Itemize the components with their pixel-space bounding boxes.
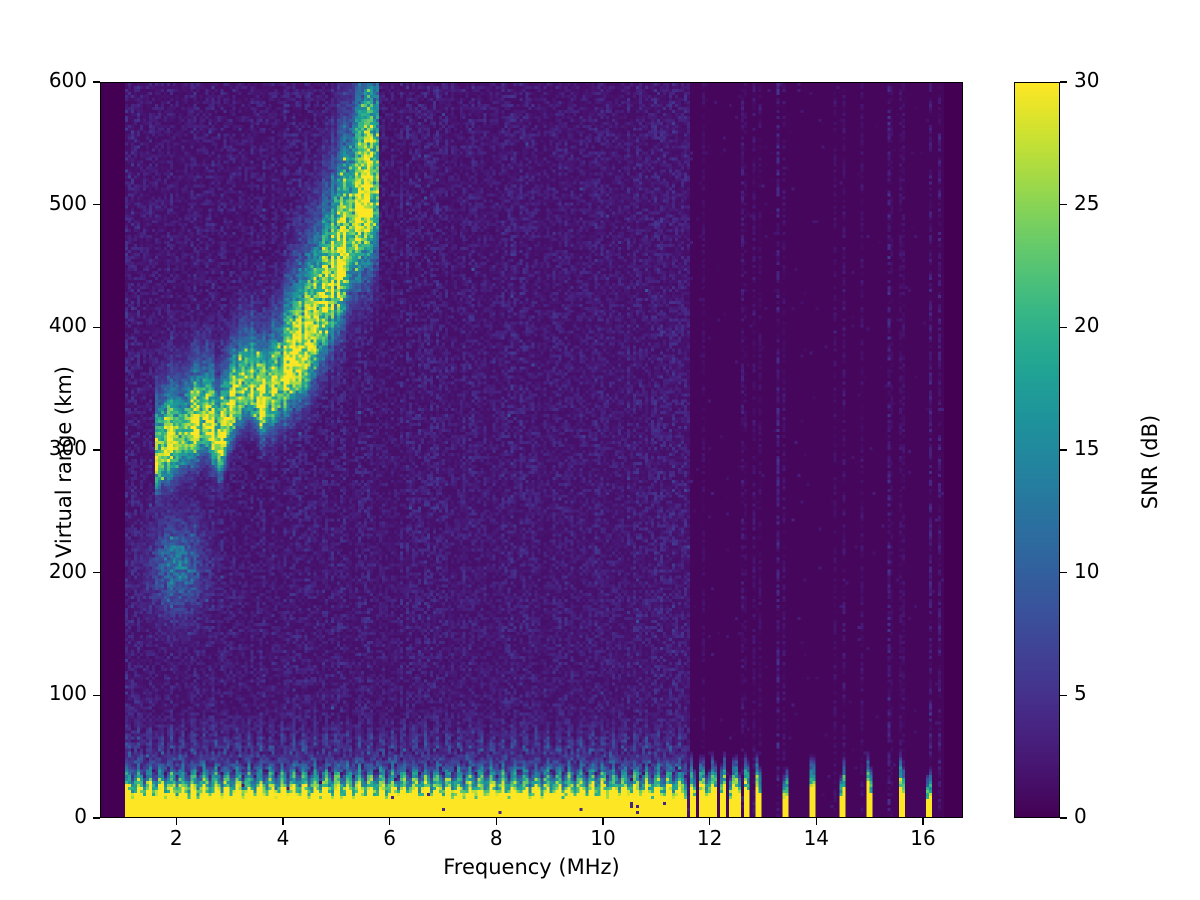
y-tick-mark bbox=[93, 203, 100, 206]
colorbar-tick-label: 10 bbox=[1074, 558, 1100, 583]
x-tick-mark bbox=[495, 818, 497, 825]
y-tick-mark bbox=[93, 81, 100, 83]
y-tick-mark bbox=[93, 694, 100, 697]
colorbar-gradient bbox=[1015, 83, 1059, 817]
colorbar-tick-mark bbox=[1060, 571, 1067, 574]
x-tick-mark bbox=[922, 818, 924, 825]
colorbar-tick-mark bbox=[1060, 694, 1067, 697]
y-tick-mark bbox=[93, 571, 100, 574]
x-tick-mark bbox=[388, 818, 391, 825]
y-tick-mark bbox=[93, 817, 100, 819]
x-tick-label: 10 bbox=[590, 826, 616, 850]
x-tick-mark bbox=[602, 818, 604, 825]
y-tick-label: 100 bbox=[48, 681, 87, 706]
x-tick-mark bbox=[175, 818, 177, 825]
y-tick-label: 600 bbox=[48, 68, 87, 92]
colorbar[interactable] bbox=[1014, 82, 1060, 818]
x-axis-label: Frequency (MHz) bbox=[443, 855, 620, 879]
colorbar-tick-mark bbox=[1060, 81, 1067, 83]
colorbar-tick-label: 20 bbox=[1074, 313, 1100, 338]
x-tick-label: 6 bbox=[383, 826, 396, 850]
y-tick-label: 500 bbox=[48, 190, 87, 215]
y-tick-mark bbox=[93, 326, 100, 329]
x-tick-label: 14 bbox=[803, 826, 830, 850]
x-tick-mark bbox=[708, 818, 711, 825]
colorbar-tick-mark bbox=[1060, 326, 1067, 329]
ionogram-plot-area[interactable] bbox=[100, 82, 963, 818]
y-tick-mark bbox=[93, 449, 100, 451]
x-tick-label: 16 bbox=[910, 826, 936, 850]
y-tick-label: 0 bbox=[74, 804, 87, 828]
colorbar-tick-label: 25 bbox=[1074, 190, 1100, 215]
colorbar-label: SNR (dB) bbox=[1138, 414, 1162, 510]
y-tick-label: 300 bbox=[48, 436, 87, 460]
y-tick-label: 400 bbox=[48, 313, 87, 338]
x-tick-mark bbox=[815, 818, 817, 825]
colorbar-tick-mark bbox=[1060, 817, 1067, 819]
x-tick-mark bbox=[282, 818, 284, 825]
y-tick-label: 200 bbox=[48, 558, 87, 583]
x-tick-label: 12 bbox=[696, 826, 723, 850]
colorbar-tick-mark bbox=[1060, 203, 1067, 206]
colorbar-tick-label: 0 bbox=[1074, 804, 1087, 828]
colorbar-tick-label: 15 bbox=[1074, 436, 1100, 460]
y-axis-label: Virtual range (km) bbox=[52, 365, 76, 559]
colorbar-tick-label: 5 bbox=[1074, 681, 1087, 706]
colorbar-tick-label: 30 bbox=[1074, 68, 1100, 92]
x-tick-label: 2 bbox=[169, 826, 183, 850]
colorbar-tick-mark bbox=[1060, 449, 1067, 451]
ionogram-heatmap bbox=[101, 83, 962, 817]
x-tick-label: 4 bbox=[276, 826, 290, 850]
x-tick-label: 8 bbox=[489, 826, 503, 850]
